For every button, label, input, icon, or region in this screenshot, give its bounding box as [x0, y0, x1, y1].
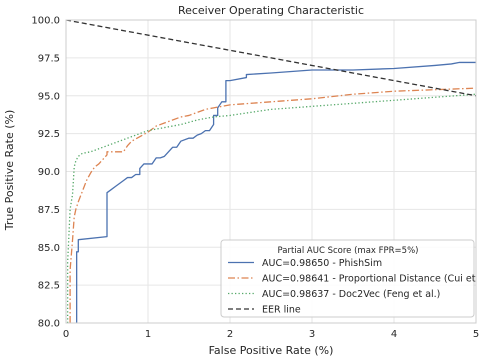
legend-label: EER line: [262, 305, 301, 316]
x-tick-label: 4: [391, 329, 397, 340]
x-tick-label: 5: [473, 329, 479, 340]
x-tick-label: 0: [63, 329, 69, 340]
y-tick-label: 82.5: [38, 281, 60, 292]
x-axis-title: False Positive Rate (%): [209, 344, 334, 357]
legend-entries: AUC=0.98650 - PhishSim AUC=0.98641 - Prop…: [228, 258, 479, 316]
legend-label: AUC=0.98637 - Doc2Vec (Feng et al.): [262, 289, 440, 300]
series-line-2: [66, 93, 476, 323]
y-tick-label: 80.0: [38, 319, 60, 330]
legend: Partial AUC Score (max FPR=5%) AUC=0.986…: [220, 239, 479, 318]
legend-label: AUC=0.98641 - Proportional Distance (Cui…: [262, 274, 479, 285]
legend-label: AUC=0.98650 - PhishSim: [262, 258, 382, 269]
y-tick-label: 90.0: [38, 167, 60, 178]
y-tick-label: 92.5: [38, 129, 60, 140]
plot-frame: [65, 19, 477, 324]
y-tick-label: 95.0: [38, 91, 60, 102]
y-tick-label: 97.5: [38, 53, 60, 64]
tick-labels: 0 1 2 3 4 5 80.0 82.5 85.0 87.5 90.0 92.5 95.0 97.5 10…: [31, 16, 479, 341]
y-axis-title: True Positive Rate (%): [3, 110, 16, 232]
series-line-3: [66, 20, 476, 97]
series-line-0: [76, 61, 476, 323]
series-layer: [66, 20, 476, 323]
x-tick-label: 1: [145, 329, 151, 340]
y-tick-label: 100.0: [31, 16, 60, 27]
legend-box: [220, 239, 475, 318]
y-tick-label: 85.0: [38, 243, 60, 254]
x-tick-label: 3: [309, 329, 315, 340]
x-tick-label: 2: [227, 329, 233, 340]
legend-title: Partial AUC Score (max FPR=5%): [278, 246, 419, 256]
series-line-1: [69, 87, 476, 323]
chart-title: Receiver Operating Characteristic: [178, 4, 364, 17]
y-tick-label: 87.5: [38, 205, 60, 216]
